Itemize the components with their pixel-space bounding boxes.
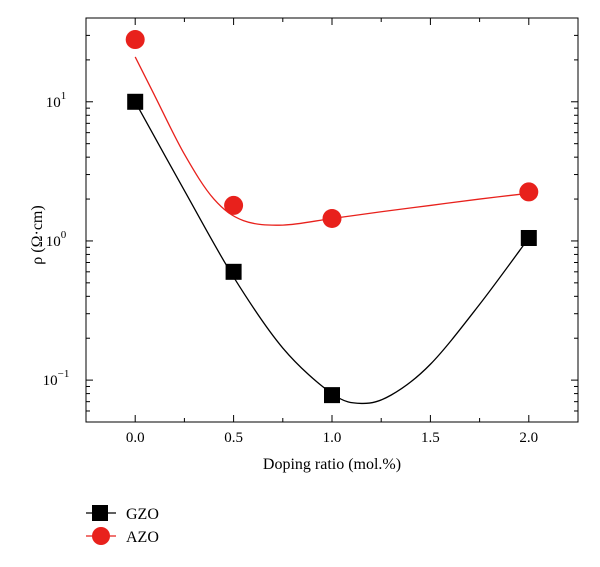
azo-point: [519, 182, 539, 202]
legend-azo-label: AZO: [126, 529, 159, 546]
legend-azo-marker: [92, 527, 110, 545]
x-tick-label: 0.0: [126, 430, 145, 446]
y-tick-exponent: 1: [61, 90, 67, 102]
x-tick-label: 0.5: [224, 430, 243, 446]
legend-gzo-label: GZO: [126, 506, 159, 523]
y-tick-exponent: 0: [61, 229, 67, 241]
legend-gzo-marker: [92, 505, 108, 521]
legend: GZO AZO: [86, 505, 159, 546]
gzo-point: [324, 387, 340, 404]
azo-point: [322, 208, 342, 228]
azo-point: [125, 30, 145, 50]
gzo-fit-curve: [134, 101, 530, 405]
y-axis-label: ρ (Ω·cm): [29, 205, 46, 264]
y-tick-label: 100: [46, 229, 67, 250]
x-tick-label: 1.0: [323, 430, 342, 446]
azo-point: [224, 195, 244, 215]
azo-fit-curve: [134, 56, 529, 226]
x-tick-label: 2.0: [519, 430, 538, 446]
y-tick-exponent: −1: [58, 368, 70, 380]
x-axis-label: Doping ratio (mol.%): [263, 456, 401, 473]
gzo-point: [520, 229, 537, 246]
y-tick-label: 10−1: [43, 368, 70, 389]
x-tick-label: 1.5: [421, 430, 440, 446]
gzo-point: [127, 93, 144, 110]
gzo-point: [225, 263, 242, 280]
y-tick-label: 101: [46, 90, 67, 111]
